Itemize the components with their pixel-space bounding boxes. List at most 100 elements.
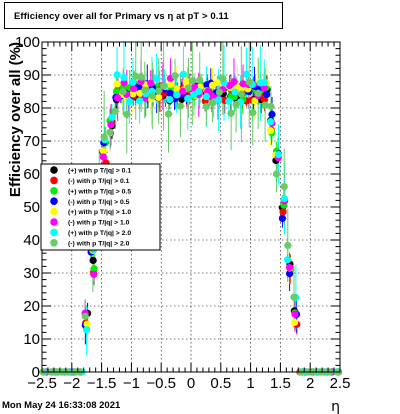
legend-box [40, 163, 161, 251]
data-point [166, 89, 174, 97]
data-point [196, 76, 204, 84]
data-point [89, 256, 97, 265]
x-tick-label: 1 [246, 375, 254, 392]
data-point [280, 183, 288, 191]
legend-marker [50, 239, 58, 247]
data-point [202, 102, 210, 111]
data-point [155, 87, 163, 95]
data-point [129, 85, 138, 93]
data-point [120, 79, 128, 87]
data-point [215, 96, 223, 104]
data-point [108, 113, 116, 121]
data-point [112, 87, 121, 96]
data-point [188, 77, 196, 85]
data-point [232, 100, 240, 109]
data-point [208, 91, 216, 100]
data-point [272, 170, 281, 178]
data-point [141, 86, 149, 94]
data-point [179, 87, 187, 95]
x-axis-label: η [331, 399, 340, 414]
y-tick-label: 90 [23, 67, 40, 84]
data-point [155, 93, 163, 102]
x-tick-label: 2 [306, 375, 314, 392]
data-point [261, 101, 269, 109]
y-tick-labels: 0 10 20 30 40 50 60 70 80 90 100 [15, 34, 40, 381]
x-tick-label: −2 [63, 375, 80, 392]
title-box: Efficiency over all for Primary vs η at … [4, 2, 283, 29]
x-tick-label: 0 [187, 375, 195, 392]
legend-entry: (-) with p T/|q| > 0.1 [68, 178, 130, 185]
legend-entry: (-) with p T/|q| > 0.5 [68, 199, 130, 206]
y-tick-label: 10 [23, 331, 40, 348]
data-point [83, 326, 91, 334]
y-tick-label: 80 [23, 100, 40, 117]
legend-marker [50, 197, 58, 205]
x-tick-label: 2.5 [330, 375, 351, 392]
data-point [179, 70, 188, 78]
data-point [263, 90, 271, 98]
data-point [119, 88, 127, 96]
x-tick-label: 0.5 [210, 375, 231, 392]
data-point [260, 84, 268, 92]
data-point [111, 107, 119, 115]
data-point [132, 72, 140, 80]
data-point [208, 99, 217, 107]
data-point [215, 88, 223, 96]
data-point [83, 320, 91, 328]
data-point [184, 84, 193, 92]
data-point [113, 71, 121, 79]
data-point [219, 75, 227, 83]
data-point [267, 118, 275, 126]
y-tick-label: 50 [23, 199, 40, 216]
data-point [99, 153, 107, 161]
y-tick-label: 70 [23, 133, 40, 150]
footer-date: Mon May 24 16:33:08 2021 [2, 400, 121, 411]
data-point [171, 72, 179, 80]
data-point [280, 194, 289, 203]
data-point [231, 88, 239, 96]
data-point [254, 89, 262, 97]
legend-marker [50, 218, 58, 226]
x-tick-label: −1.5 [87, 375, 117, 392]
y-axis-label: Efficiency over all (%) [7, 42, 24, 197]
data-point [160, 82, 168, 90]
data-point [147, 79, 155, 87]
data-point [176, 102, 185, 110]
legend-marker [50, 187, 58, 195]
data-point [225, 97, 233, 105]
data-point [202, 92, 210, 101]
data-point [106, 128, 114, 136]
data-point [184, 94, 192, 102]
data-point [278, 214, 287, 223]
legend-entry: (+) with p T/|q| > 2.0 [68, 230, 131, 237]
legend-entry: (+) with p T/|q| > 0.1 [68, 168, 131, 175]
data-point [100, 133, 108, 141]
data-point [227, 109, 235, 117]
data-point [125, 97, 133, 106]
data-point [245, 78, 253, 86]
y-tick-label: 100 [15, 34, 40, 51]
legend-marker [50, 228, 58, 237]
data-point [113, 80, 121, 88]
data-point [129, 78, 137, 86]
data-point [167, 80, 175, 88]
data-point [153, 75, 161, 83]
x-tick-label: −2.5 [27, 375, 57, 392]
data-point [268, 110, 276, 118]
y-tick-label: 60 [23, 166, 40, 183]
data-point [283, 256, 292, 264]
legend-entry: (-) with p T/|q| > 2.0 [68, 240, 130, 247]
data-point [90, 265, 98, 273]
data-point [173, 85, 181, 93]
legend-marker [50, 207, 58, 216]
legend-marker [50, 176, 58, 185]
data-point [290, 293, 298, 301]
data-point [290, 318, 299, 326]
data-point [274, 150, 283, 159]
legend-marker [50, 166, 58, 174]
data-point [182, 78, 190, 86]
data-point [173, 91, 181, 99]
legend-entry: (-) with p T/|q| > 1.0 [68, 220, 130, 227]
y-tick-label: 30 [23, 265, 40, 282]
data-point [286, 270, 294, 278]
